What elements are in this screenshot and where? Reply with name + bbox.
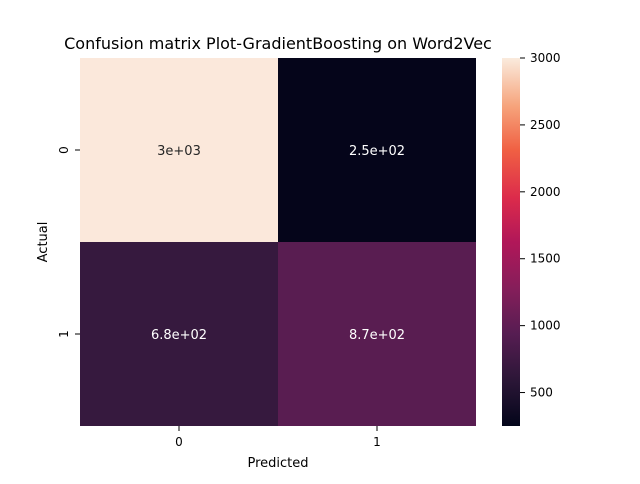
x-axis-label: Predicted (247, 456, 308, 471)
x-tick-label: 1 (373, 435, 381, 449)
heatmap-cell (80, 242, 278, 426)
heatmap-cell-labels: 3e+03 2.5e+02 6.8e+02 8.7e+02 (151, 144, 405, 343)
y-tick-label: 1 (57, 330, 71, 338)
chart-title: Confusion matrix Plot-GradientBoosting o… (64, 34, 492, 53)
x-tick-label: 0 (175, 435, 183, 449)
cell-value-label: 8.7e+02 (349, 328, 405, 343)
colorbar-tick-label: 1500 (530, 252, 561, 266)
cell-value-label: 2.5e+02 (349, 144, 405, 159)
heatmap-cells (80, 58, 476, 426)
colorbar (502, 58, 520, 426)
colorbar-tick-label: 2500 (530, 118, 561, 132)
colorbar-ticks: 500 1000 1500 2000 2500 3000 (520, 51, 561, 400)
colorbar-tick-label: 2000 (530, 185, 561, 199)
cell-value-label: 6.8e+02 (151, 328, 207, 343)
y-axis-ticks: 01 (57, 146, 80, 338)
heatmap-cell (278, 58, 476, 242)
colorbar-tick-label: 500 (530, 386, 553, 400)
cell-value-label: 3e+03 (157, 144, 201, 159)
heatmap-cell (80, 58, 278, 242)
y-tick-label: 0 (57, 146, 71, 154)
y-axis-label: Actual (36, 222, 51, 263)
colorbar-tick-label: 3000 (530, 51, 561, 65)
heatmap-cell (278, 242, 476, 426)
colorbar-tick-label: 1000 (530, 319, 561, 333)
